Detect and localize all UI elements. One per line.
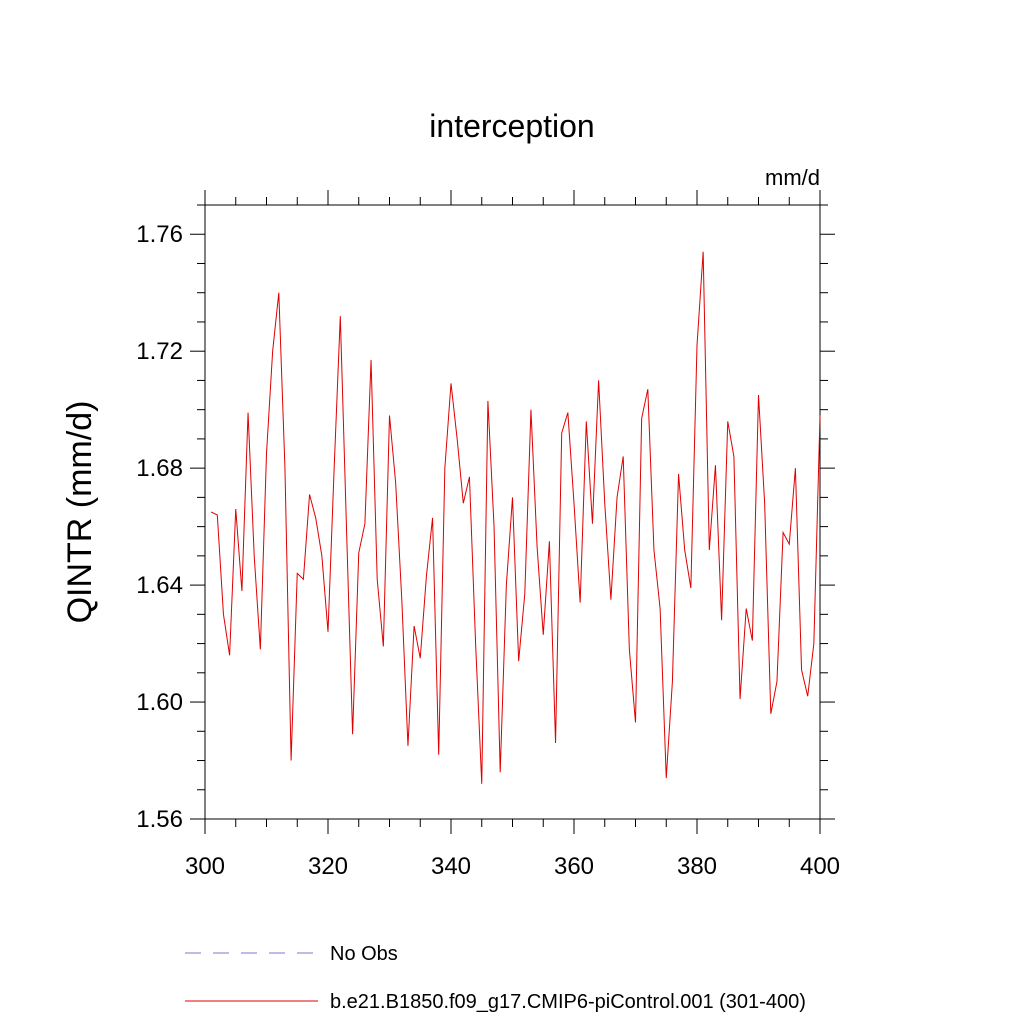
plot-area: 300 320 340 360 380 400 1.56 1.60 1.64 1.68 1.72 1.…: [136, 190, 840, 880]
x-tick-label: 340: [431, 853, 471, 880]
x-tick-label: 320: [308, 853, 348, 880]
y-tick-label: 1.68: [136, 455, 183, 482]
y-tick-label: 1.76: [136, 221, 183, 248]
y-tick-label: 1.56: [136, 806, 183, 833]
plot-frame: [204, 204, 821, 820]
series-line-1: [210, 251, 821, 784]
y-axis-label: QINTR (mm/d): [61, 401, 99, 624]
y-tick-label: 1.64: [136, 572, 183, 599]
y-tick-label: 1.72: [136, 338, 183, 365]
chart-title: interception: [429, 108, 594, 144]
legend: No Obs b.e21.B1850.f09_g17.CMIP6-piContro…: [185, 943, 806, 1013]
x-tick-label: 380: [677, 853, 717, 880]
y-tick-label: 1.60: [136, 689, 183, 716]
x-tick-label: 360: [554, 853, 594, 880]
legend-label-0: No Obs: [330, 943, 398, 965]
x-tick-label: 400: [800, 853, 840, 880]
units-label: mm/d: [765, 165, 820, 190]
x-tick-label: 300: [185, 853, 225, 880]
legend-label-1: b.e21.B1850.f09_g17.CMIP6-piControl.001 …: [330, 991, 806, 1013]
